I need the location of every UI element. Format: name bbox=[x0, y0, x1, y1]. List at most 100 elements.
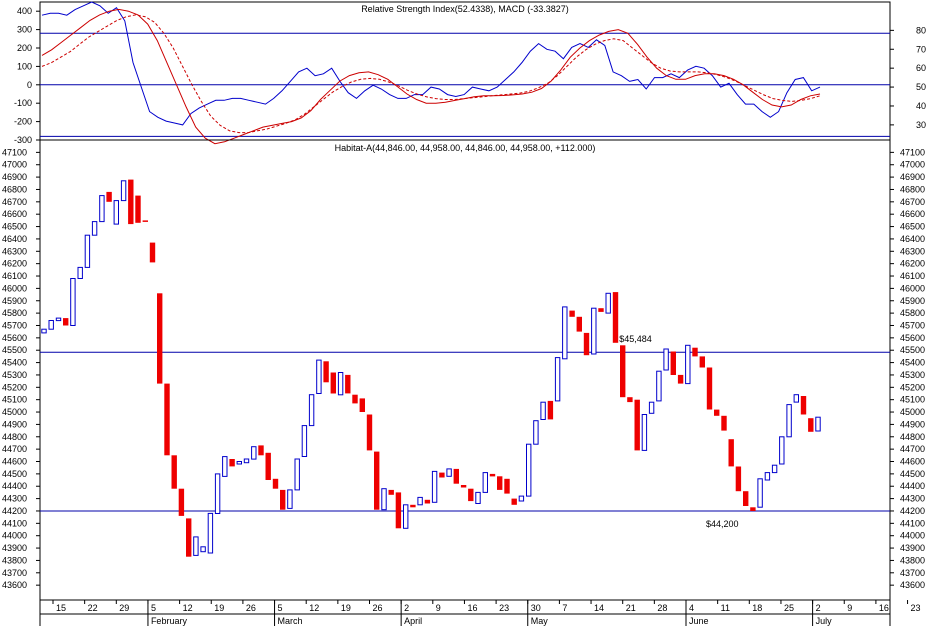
price-left-tick-label: 44500 bbox=[2, 469, 27, 479]
candle-up bbox=[403, 504, 409, 529]
price-left-tick-label: 44200 bbox=[2, 506, 27, 516]
candle-up bbox=[656, 370, 662, 402]
price-left-tick-label: 45800 bbox=[2, 308, 27, 318]
price-left-tick-label: 44600 bbox=[2, 457, 27, 467]
indicator-left-tick-label: 200 bbox=[17, 43, 32, 53]
date-axis-day-label: 5 bbox=[278, 603, 283, 613]
indicator-left-tick-label: -200 bbox=[14, 117, 32, 127]
candle-down bbox=[352, 394, 358, 404]
price-right-tick-label: 43600 bbox=[900, 580, 925, 590]
date-axis-day-label: 14 bbox=[594, 603, 604, 613]
date-axis-day-label: 21 bbox=[626, 603, 636, 613]
candle-up bbox=[518, 495, 525, 502]
price-right-tick-label: 45500 bbox=[900, 345, 925, 355]
candle-down bbox=[258, 445, 264, 456]
date-axis-month-label: March bbox=[278, 616, 303, 626]
candle-down bbox=[359, 398, 365, 412]
candle-up bbox=[77, 266, 83, 279]
price-left-tick-label: 46800 bbox=[2, 184, 27, 194]
candle-down bbox=[728, 439, 734, 467]
date-axis-day-label: 2 bbox=[816, 603, 821, 613]
price-right-tick-label: 46900 bbox=[900, 172, 925, 182]
price-right-tick-label: 46800 bbox=[900, 184, 925, 194]
candle-down bbox=[323, 361, 329, 383]
candle-down bbox=[374, 451, 380, 510]
date-axis-day-label: 19 bbox=[214, 603, 224, 613]
candle-down bbox=[721, 415, 727, 431]
candle-up bbox=[48, 320, 54, 330]
price-left-tick-label: 45900 bbox=[2, 296, 27, 306]
date-axis-day-label: 15 bbox=[56, 603, 66, 613]
candle-up bbox=[120, 180, 127, 202]
price-left-tick-label: 43900 bbox=[2, 543, 27, 553]
candle-up bbox=[786, 404, 792, 438]
price-right-tick-label: 45200 bbox=[900, 382, 925, 392]
candle-down bbox=[157, 293, 163, 384]
price-left-tick-label: 46400 bbox=[2, 234, 27, 244]
candle-up bbox=[301, 425, 308, 458]
price-right-tick-label: 45900 bbox=[900, 296, 925, 306]
price-left-tick-label: 44900 bbox=[2, 419, 27, 429]
candle-up bbox=[55, 317, 62, 322]
candle-up bbox=[446, 468, 452, 477]
candle-down bbox=[735, 466, 742, 492]
candle-down bbox=[547, 400, 554, 420]
price-right-tick-label: 47100 bbox=[900, 147, 925, 157]
price-left-tick-label: 44800 bbox=[2, 432, 27, 442]
candle-down bbox=[272, 478, 279, 489]
candle-down bbox=[439, 472, 445, 478]
candle-down bbox=[128, 179, 134, 225]
price-right-tick-label: 46600 bbox=[900, 209, 925, 219]
candle-down bbox=[468, 488, 474, 502]
price-annotation: $45,484 bbox=[619, 334, 652, 344]
candle-down bbox=[489, 473, 496, 477]
price-right-tick-label: 46400 bbox=[900, 234, 925, 244]
candle-up bbox=[99, 195, 105, 223]
price-left-tick-label: 45600 bbox=[2, 333, 27, 343]
date-axis-month-label: June bbox=[689, 616, 709, 626]
candle-up bbox=[764, 472, 771, 481]
date-axis-day-label: 23 bbox=[911, 603, 921, 613]
candle-up bbox=[482, 472, 489, 493]
date-axis-day-label: 16 bbox=[467, 603, 477, 613]
price-left-tick-label: 45100 bbox=[2, 395, 27, 405]
price-right-tick-label: 46000 bbox=[900, 283, 925, 293]
price-right-tick-label: 43900 bbox=[900, 543, 925, 553]
candle-down bbox=[612, 292, 619, 343]
price-left-tick-label: 43800 bbox=[2, 555, 27, 565]
price-left-tick-label: 44000 bbox=[2, 531, 27, 541]
candle-down bbox=[388, 489, 394, 495]
price-right-tick-label: 46700 bbox=[900, 197, 925, 207]
candle-up bbox=[316, 359, 322, 395]
candle-down bbox=[569, 310, 575, 317]
candle-up bbox=[605, 292, 611, 314]
price-right-tick-label: 45400 bbox=[900, 358, 925, 368]
price-left-tick-label: 46300 bbox=[2, 246, 27, 256]
candle-up bbox=[641, 414, 648, 451]
date-axis-day-label: 7 bbox=[562, 603, 567, 613]
candle-down bbox=[598, 308, 604, 312]
candle-up bbox=[685, 344, 691, 385]
price-right-tick-label: 45300 bbox=[900, 370, 925, 380]
price-right-tick-label: 45600 bbox=[900, 333, 925, 343]
price-left-tick-label: 46000 bbox=[2, 283, 27, 293]
price-right-tick-label: 44700 bbox=[900, 444, 925, 454]
price-left-tick-label: 45000 bbox=[2, 407, 27, 417]
price-left-tick-label: 43600 bbox=[2, 580, 27, 590]
indicator-right-tick-label: 40 bbox=[916, 101, 926, 111]
candle-down bbox=[627, 397, 633, 403]
date-axis-day-label: 26 bbox=[373, 603, 383, 613]
date-axis-day-label: 16 bbox=[879, 603, 889, 613]
candle-down bbox=[265, 452, 271, 480]
indicator-left-tick-label: 0 bbox=[27, 80, 32, 90]
candle-down bbox=[743, 491, 749, 506]
indicator-right-tick-label: 50 bbox=[916, 82, 926, 92]
candle-up bbox=[251, 446, 257, 460]
price-left-tick-label: 45300 bbox=[2, 370, 27, 380]
date-axis-day-label: 23 bbox=[499, 603, 509, 613]
candle-down bbox=[706, 367, 713, 410]
candle-down bbox=[750, 507, 756, 511]
candle-up bbox=[648, 401, 655, 414]
